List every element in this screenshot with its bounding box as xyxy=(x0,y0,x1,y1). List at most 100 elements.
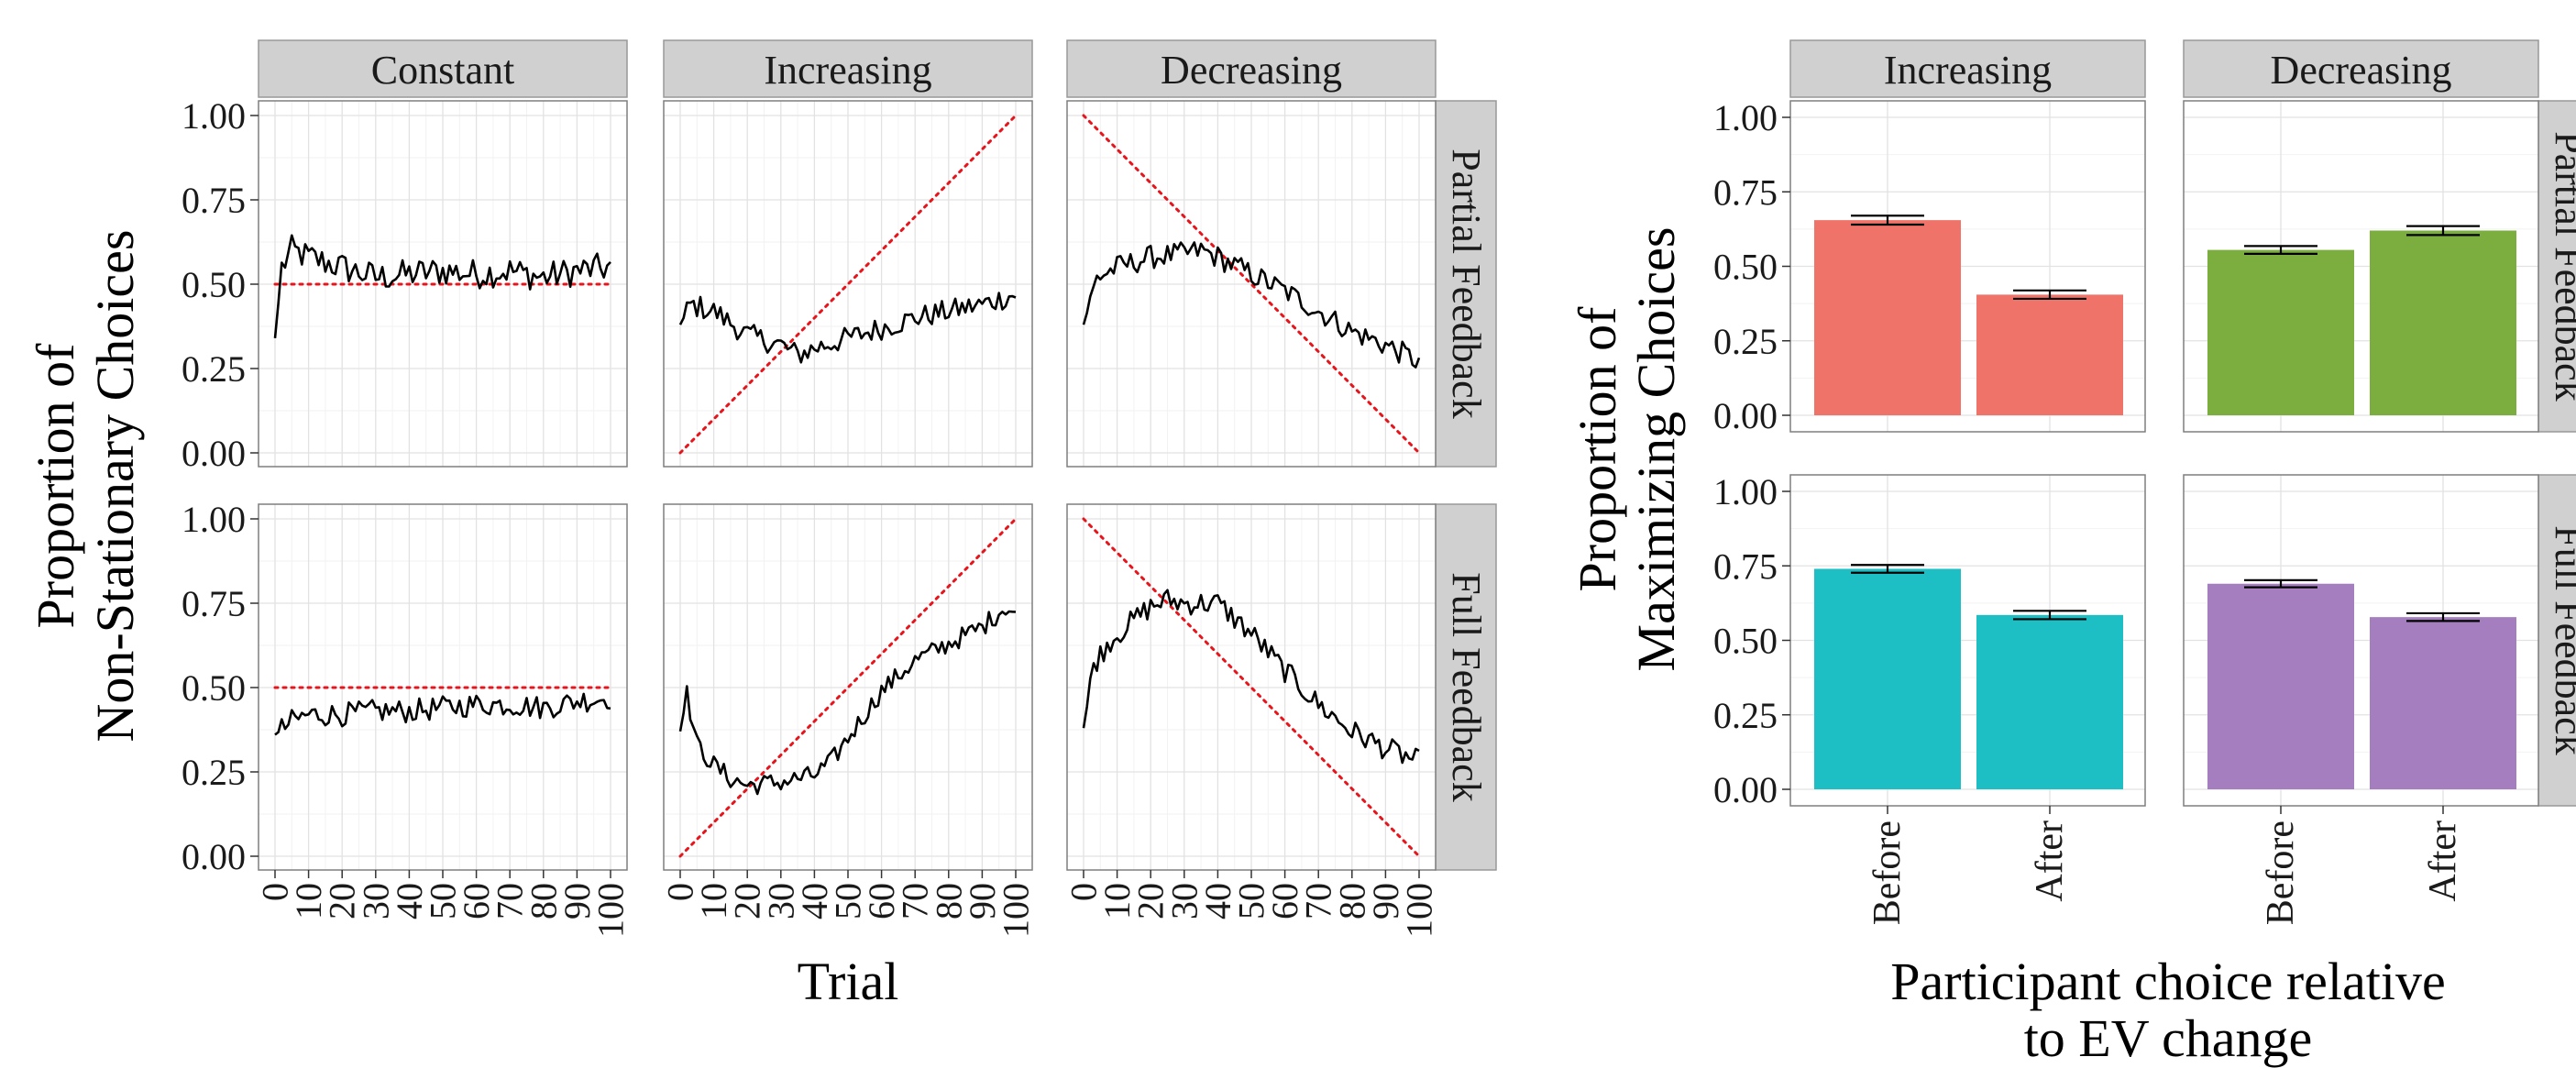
x-tick-label: 60 xyxy=(861,883,902,919)
x-tick-label: 70 xyxy=(490,883,531,919)
facet-title-full-feedback: Full Feedback xyxy=(1444,572,1489,802)
x-axis-title: Trial xyxy=(798,952,899,1011)
error-bar-after xyxy=(2013,289,2086,301)
y-axis-title-line-1: Proportion of xyxy=(26,343,85,629)
x-tick-label: 0 xyxy=(1063,883,1105,901)
x-tick-label: 100 xyxy=(1399,883,1440,938)
y-axis-title-line-2: Non-Stationary Choices xyxy=(85,230,145,743)
x-tick-label: 10 xyxy=(288,883,329,919)
y-tick-label: 0.75 xyxy=(1713,545,1778,587)
error-bar-after xyxy=(2406,611,2480,622)
y-tick-label: 0.25 xyxy=(182,752,246,793)
x-tick-label: 70 xyxy=(1298,883,1339,919)
bar-panel-partial-feedback-decreasing xyxy=(2183,100,2539,433)
x-tick-label: 0 xyxy=(660,883,701,901)
facet-strip-full-feedback xyxy=(1435,503,1497,871)
x-tick-label: 60 xyxy=(1264,883,1305,919)
x-tick-label-before: Before xyxy=(2260,820,2302,925)
panel-border xyxy=(2183,474,2539,807)
bar-before xyxy=(1814,220,1961,415)
facet-title-partial-feedback: Partial Feedback xyxy=(1444,149,1489,418)
bar-facet-title-partial-feedback: Partial Feedback xyxy=(2547,131,2576,401)
x-tick-label: 40 xyxy=(794,883,835,919)
x-tick-label: 20 xyxy=(1130,883,1172,919)
x-tick-label: 60 xyxy=(456,883,497,919)
x-tick-label: 30 xyxy=(1163,883,1205,919)
y-tick-label: 1.00 xyxy=(1713,97,1778,138)
bar-facet-strip-decreasing xyxy=(2183,39,2539,98)
facet-strip-increasing xyxy=(663,39,1033,98)
x-tick-label-after: After xyxy=(2422,820,2464,902)
x-tick-label: 30 xyxy=(355,883,396,919)
y-tick-label: 0.25 xyxy=(1713,321,1778,362)
series-line xyxy=(273,234,611,339)
x-tick-label: 10 xyxy=(1096,883,1138,919)
panel-full-feedback-increasing xyxy=(663,503,1033,871)
x-tick-label: 20 xyxy=(727,883,768,919)
bar-x-axis-title-line-1: Participant choice relative xyxy=(1890,952,2446,1011)
y-tick-label: 0.25 xyxy=(182,348,246,390)
series-line xyxy=(274,692,611,736)
y-tick-label: 1.00 xyxy=(182,95,246,137)
x-tick-label: 50 xyxy=(1231,883,1272,919)
panel-border xyxy=(2183,100,2539,433)
series-line xyxy=(678,292,1017,364)
bar-after xyxy=(2370,230,2516,415)
x-tick-label: 90 xyxy=(962,883,1003,919)
series-line xyxy=(1082,589,1420,765)
y-tick-label: 0.00 xyxy=(1713,769,1778,810)
x-tick-label: 90 xyxy=(556,883,598,919)
panel-partial-feedback-increasing xyxy=(663,100,1033,468)
bar-panel-partial-feedback-increasing xyxy=(1789,100,2146,433)
bar-facet-strip-full-feedback xyxy=(2537,474,2576,807)
x-tick-label: 100 xyxy=(590,883,632,938)
x-tick-label: 50 xyxy=(423,883,464,919)
x-tick-label: 70 xyxy=(895,883,936,919)
x-tick-label: 100 xyxy=(996,883,1037,938)
bar-panel-full-feedback-decreasing xyxy=(2183,474,2539,807)
bar-before xyxy=(2207,583,2354,789)
x-tick-label: 10 xyxy=(693,883,734,919)
reference-line xyxy=(678,114,1018,455)
reference-line xyxy=(1082,114,1421,455)
y-tick-label: 0.00 xyxy=(182,836,246,877)
bar-facet-strip-partial-feedback xyxy=(2537,100,2576,433)
x-tick-label: 80 xyxy=(1331,883,1372,919)
error-bar-before xyxy=(1851,215,1924,226)
bar-before xyxy=(2207,249,2354,415)
bar-y-axis-title-line-2: Maximizing Choices xyxy=(1626,227,1686,672)
x-tick-label: 20 xyxy=(322,883,363,919)
panel-full-feedback-constant xyxy=(258,503,628,871)
series-line xyxy=(1082,241,1421,369)
bar-facet-title-decreasing: Decreasing xyxy=(2271,48,2452,93)
x-tick-label: 0 xyxy=(255,883,296,901)
bar-after xyxy=(1976,614,2123,789)
x-tick-label: 40 xyxy=(389,883,430,919)
reference-line xyxy=(1082,517,1421,858)
x-tick-label: 30 xyxy=(760,883,801,919)
y-tick-label: 0.50 xyxy=(1713,247,1778,288)
bar-after xyxy=(1976,294,2123,415)
panel-partial-feedback-constant xyxy=(258,100,628,468)
error-bar-before xyxy=(2244,578,2317,589)
bar-after xyxy=(2370,617,2516,789)
bar-before xyxy=(1814,568,1961,789)
bar-panel-full-feedback-increasing xyxy=(1789,474,2146,807)
x-tick-label: 50 xyxy=(828,883,869,919)
x-tick-label: 80 xyxy=(928,883,969,919)
x-tick-label-after: After xyxy=(2029,820,2071,902)
facet-strip-decreasing xyxy=(1066,39,1437,98)
facet-strip-constant xyxy=(258,39,628,98)
error-bar-before xyxy=(2244,245,2317,255)
facet-title-decreasing: Decreasing xyxy=(1161,48,1342,93)
panel-border xyxy=(1066,100,1437,468)
series-line xyxy=(678,610,1017,796)
y-tick-label: 0.50 xyxy=(1713,621,1778,662)
y-tick-label: 0.50 xyxy=(182,264,246,305)
bar-facet-title-full-feedback: Full Feedback xyxy=(2547,525,2576,755)
panel-full-feedback-decreasing xyxy=(1066,503,1437,871)
error-bar-before xyxy=(1851,564,1924,574)
error-bar-after xyxy=(2013,610,2086,621)
panel-partial-feedback-decreasing xyxy=(1066,100,1437,468)
